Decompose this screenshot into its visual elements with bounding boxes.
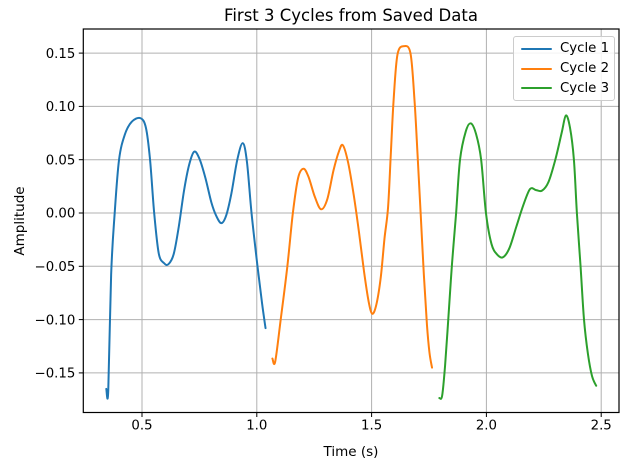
- x-tick-label: 0.5: [131, 419, 152, 434]
- y-tick-label: −0.10: [35, 313, 76, 328]
- x-axis-label: Time (s): [323, 444, 379, 460]
- legend-entry-cycle-1: Cycle 1: [521, 39, 610, 59]
- legend-entry-cycle-3: Cycle 3: [521, 78, 610, 98]
- legend-label: Cycle 1: [560, 41, 610, 57]
- series-line-cycle-2: [271, 44, 434, 369]
- y-tick-label: 0.10: [46, 100, 76, 115]
- legend-line-sample-cycle-2: [521, 67, 552, 70]
- chart-title: First 3 Cycles from Saved Data: [224, 6, 478, 25]
- legend-entry-cycle-2: Cycle 2: [521, 59, 610, 79]
- series-line-cycle-1: [105, 116, 267, 400]
- y-tick-label: −0.15: [35, 367, 76, 382]
- legend-line-sample-cycle-1: [521, 47, 552, 50]
- x-tick-label: 2.5: [591, 419, 612, 434]
- legend-line-sample-cycle-3: [521, 87, 552, 90]
- x-tick-label: 2.0: [476, 419, 497, 434]
- y-tick-label: 0.15: [46, 47, 76, 62]
- axes-frame: [82, 28, 620, 414]
- x-tick-label: 1.5: [361, 419, 382, 434]
- y-tick-label: 0.00: [46, 207, 76, 222]
- legend: Cycle 1 Cycle 2 Cycle 3: [513, 36, 615, 101]
- y-tick-label: 0.05: [46, 153, 76, 168]
- legend-label: Cycle 3: [560, 80, 610, 96]
- x-tick-label: 1.0: [246, 419, 267, 434]
- series-line-cycle-3: [438, 114, 598, 400]
- legend-label: Cycle 2: [560, 61, 610, 76]
- y-axis-label: Amplitude: [12, 186, 28, 256]
- y-tick-label: −0.05: [35, 260, 76, 275]
